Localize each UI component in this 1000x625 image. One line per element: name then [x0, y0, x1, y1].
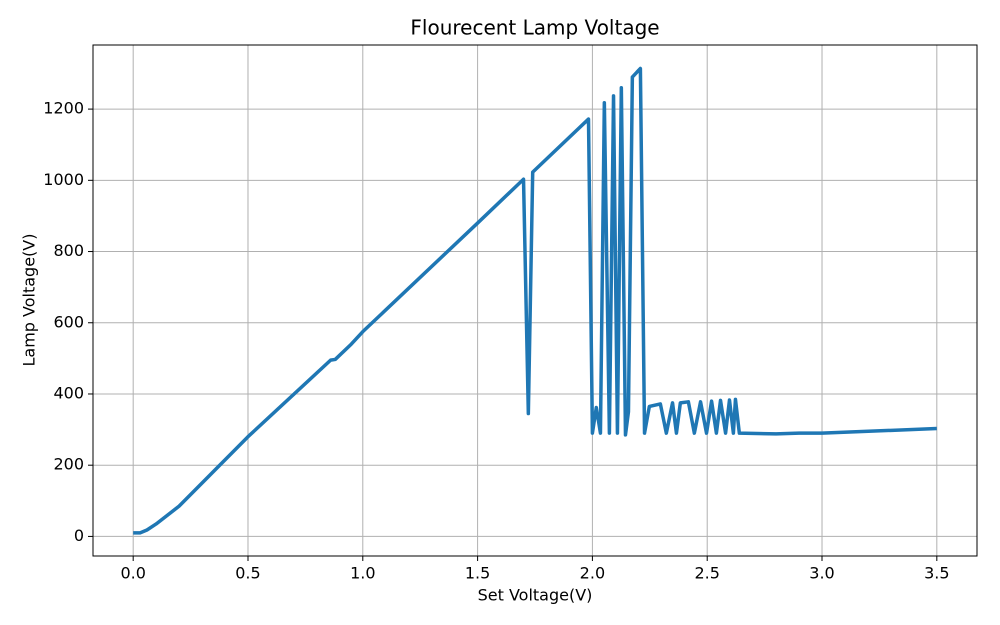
chart-title: Flourecent Lamp Voltage: [410, 16, 659, 40]
x-tick-label: 3.5: [924, 564, 949, 583]
y-tick-label: 200: [53, 455, 84, 474]
x-tick-label: 1.5: [465, 564, 490, 583]
y-tick-label: 1000: [43, 170, 84, 189]
x-tick-label: 1.0: [350, 564, 375, 583]
y-axis-label: Lamp Voltage(V): [20, 234, 39, 367]
x-tick-label: 2.0: [580, 564, 605, 583]
data-line: [133, 66, 937, 535]
y-tick-label: 400: [53, 383, 84, 402]
y-tick-label: 800: [53, 241, 84, 260]
x-tick-label: 0.0: [120, 564, 145, 583]
y-tick-label: 0: [74, 526, 84, 545]
x-tick-label: 0.5: [235, 564, 260, 583]
x-tick-label: 2.5: [694, 564, 719, 583]
x-tick-label: 3.0: [809, 564, 834, 583]
y-tick-label: 1200: [43, 99, 84, 118]
x-axis-label: Set Voltage(V): [478, 586, 593, 605]
y-tick-label: 600: [53, 312, 84, 331]
plot-frame: [92, 44, 978, 557]
